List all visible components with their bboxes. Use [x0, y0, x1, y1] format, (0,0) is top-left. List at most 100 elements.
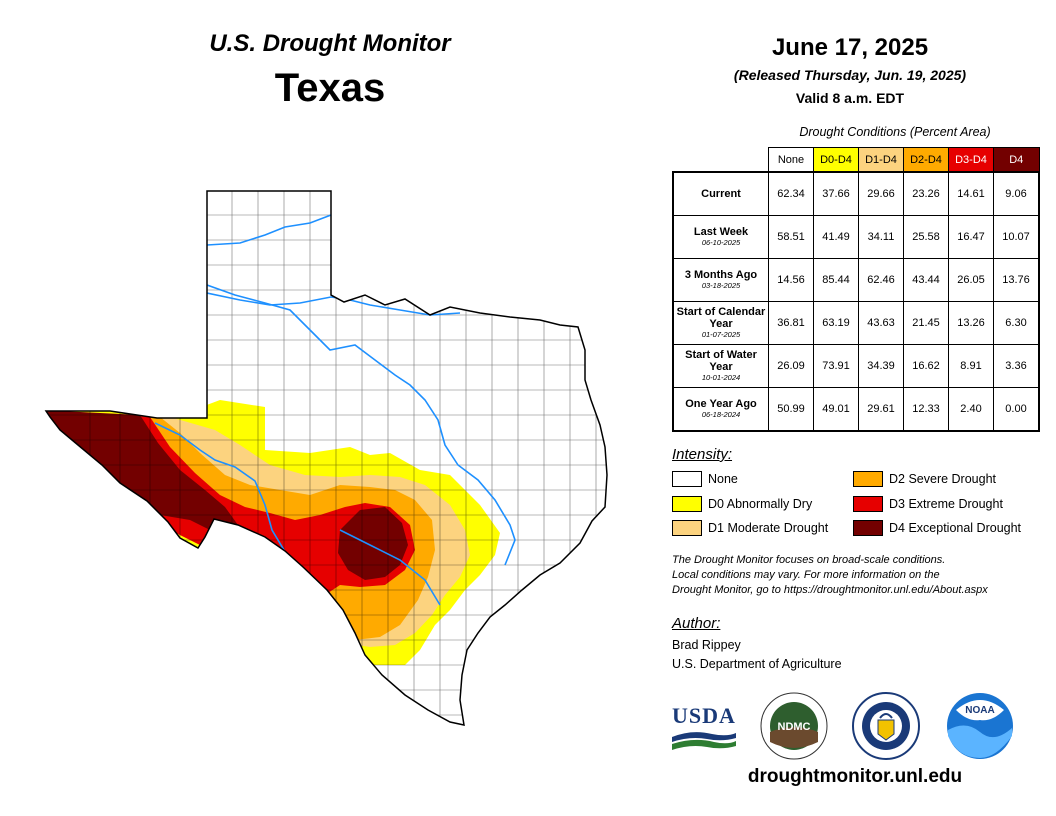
row-date: 06-18-2024 [701, 410, 741, 419]
row-date: 03-18-2025 [701, 281, 741, 290]
cell: 63.19 [813, 301, 859, 345]
cell: 12.33 [903, 387, 949, 432]
row-label-text: Current [701, 188, 741, 200]
legend-label: D4 Exceptional Drought [889, 521, 1022, 535]
col-d2-d4: D2-D4 [903, 147, 949, 173]
state-title: Texas [274, 66, 386, 110]
map-date: June 17, 2025 [771, 34, 929, 61]
d4-area-central [338, 507, 408, 580]
cell: 14.61 [948, 171, 994, 216]
col-d4: D4 [993, 147, 1040, 173]
cell: 43.63 [858, 301, 904, 345]
cell: 16.47 [948, 215, 994, 259]
author-heading: Author: [672, 615, 721, 632]
col-d0-d4: D0-D4 [813, 147, 859, 173]
cell: 26.05 [948, 258, 994, 302]
legend-label: D1 Moderate Drought [708, 521, 829, 535]
row-label-text: Start of Water Year [685, 349, 757, 373]
legend-item-d0: D0 Abnormally Dry [672, 496, 812, 512]
row-label: Start of Calendar Year 01-07-2025 [672, 301, 769, 345]
row-label-text: One Year Ago [685, 398, 757, 410]
cell: 10.07 [993, 215, 1040, 259]
cell: 16.62 [903, 344, 949, 388]
note-line: Drought Monitor, go to https://droughtmo… [672, 584, 988, 596]
noaa-logo: NOAA [947, 693, 1013, 759]
legend-swatch [853, 471, 883, 487]
legend-swatch [853, 520, 883, 536]
cell: 21.45 [903, 301, 949, 345]
legend-item-d3: D3 Extreme Drought [853, 496, 1003, 512]
cell: 9.06 [993, 171, 1040, 216]
row-label: Start of Water Year 10-01-2024 [672, 344, 769, 388]
col-d3-d4: D3-D4 [948, 147, 994, 173]
col-d1-d4: D1-D4 [858, 147, 904, 173]
note-line: The Drought Monitor focuses on broad-sca… [672, 554, 946, 566]
row-date: 10-01-2024 [701, 373, 741, 382]
ndmc-logo: NDMC [760, 692, 828, 760]
row-label: One Year Ago 06-18-2024 [672, 387, 769, 432]
cell: 25.58 [903, 215, 949, 259]
cell: 85.44 [813, 258, 859, 302]
noaa-logo-text: NOAA [965, 705, 994, 716]
disclaimer-note: The Drought Monitor focuses on broad-sca… [672, 553, 1042, 598]
row-label-text: Start of Calendar Year [676, 306, 766, 330]
row-label-text: 3 Months Ago [684, 269, 758, 281]
cell: 13.76 [993, 258, 1040, 302]
map-title: U.S. Drought Monitor [209, 30, 451, 57]
ndmc-logo-text: NDMC [778, 721, 811, 733]
cell: 36.81 [768, 301, 814, 345]
table-row: Last Week 06-10-2025 58.51 41.49 34.11 25… [672, 215, 1040, 259]
table-row: Start of Water Year 10-01-2024 26.09 73.9… [672, 344, 1040, 388]
legend-swatch [853, 496, 883, 512]
cell: 13.26 [948, 301, 994, 345]
row-label: Current [672, 171, 769, 216]
legend-item-none: None [672, 471, 738, 487]
header-blank [673, 148, 769, 173]
cell: 26.09 [768, 344, 814, 388]
legend-label: D2 Severe Drought [889, 472, 997, 486]
row-date: 06-10-2025 [701, 238, 741, 247]
legend-label: None [708, 472, 738, 486]
legend-swatch [672, 471, 702, 487]
cell: 34.39 [858, 344, 904, 388]
legend-item-d4: D4 Exceptional Drought [853, 520, 1021, 536]
cell: 62.34 [768, 171, 814, 216]
cell: 29.61 [858, 387, 904, 432]
legend-label: D3 Extreme Drought [889, 497, 1003, 511]
cell: 8.91 [948, 344, 994, 388]
legend-swatch [672, 496, 702, 512]
legend-title: Intensity: [672, 446, 733, 463]
row-label: Last Week 06-10-2025 [672, 215, 769, 259]
cell: 29.66 [858, 171, 904, 216]
cell: 41.49 [813, 215, 859, 259]
col-none: None [768, 147, 814, 173]
cell: 49.01 [813, 387, 859, 432]
table-caption: Drought Conditions (Percent Area) [799, 125, 991, 139]
legend-item-d2: D2 Severe Drought [853, 471, 996, 487]
cell: 6.30 [993, 301, 1040, 345]
author-organization: U.S. Department of Agriculture [672, 657, 842, 671]
row-label: 3 Months Ago 03-18-2025 [672, 258, 769, 302]
cell: 14.56 [768, 258, 814, 302]
cell: 50.99 [768, 387, 814, 432]
cell: 58.51 [768, 215, 814, 259]
table-header-row: None D0-D4 D1-D4 D2-D4 D3-D4 D4 [673, 147, 1040, 173]
doc-seal-logo [852, 692, 920, 760]
website-link[interactable]: droughtmonitor.unl.edu [747, 766, 963, 787]
table-row: 3 Months Ago 03-18-2025 14.56 85.44 62.46… [672, 258, 1040, 302]
table-row: Current 62.34 37.66 29.66 23.26 14.61 9.… [672, 171, 1040, 216]
table-row: Start of Calendar Year 01-07-2025 36.81 6… [672, 301, 1040, 345]
usda-hills-icon [672, 732, 736, 750]
cell: 62.46 [858, 258, 904, 302]
legend-swatch [672, 520, 702, 536]
author-name: Brad Rippey [672, 638, 741, 652]
drought-conditions-table: None D0-D4 D1-D4 D2-D4 D3-D4 D4 Current … [672, 147, 1040, 432]
usda-logo-text: USDA [672, 703, 736, 728]
note-line: Local conditions may vary. For more info… [672, 569, 940, 581]
legend-label: D0 Abnormally Dry [708, 497, 813, 511]
cell: 23.26 [903, 171, 949, 216]
legend-item-d1: D1 Moderate Drought [672, 520, 828, 536]
release-date: (Released Thursday, Jun. 19, 2025) [733, 67, 967, 83]
cell: 3.36 [993, 344, 1040, 388]
row-date: 01-07-2025 [701, 330, 741, 339]
